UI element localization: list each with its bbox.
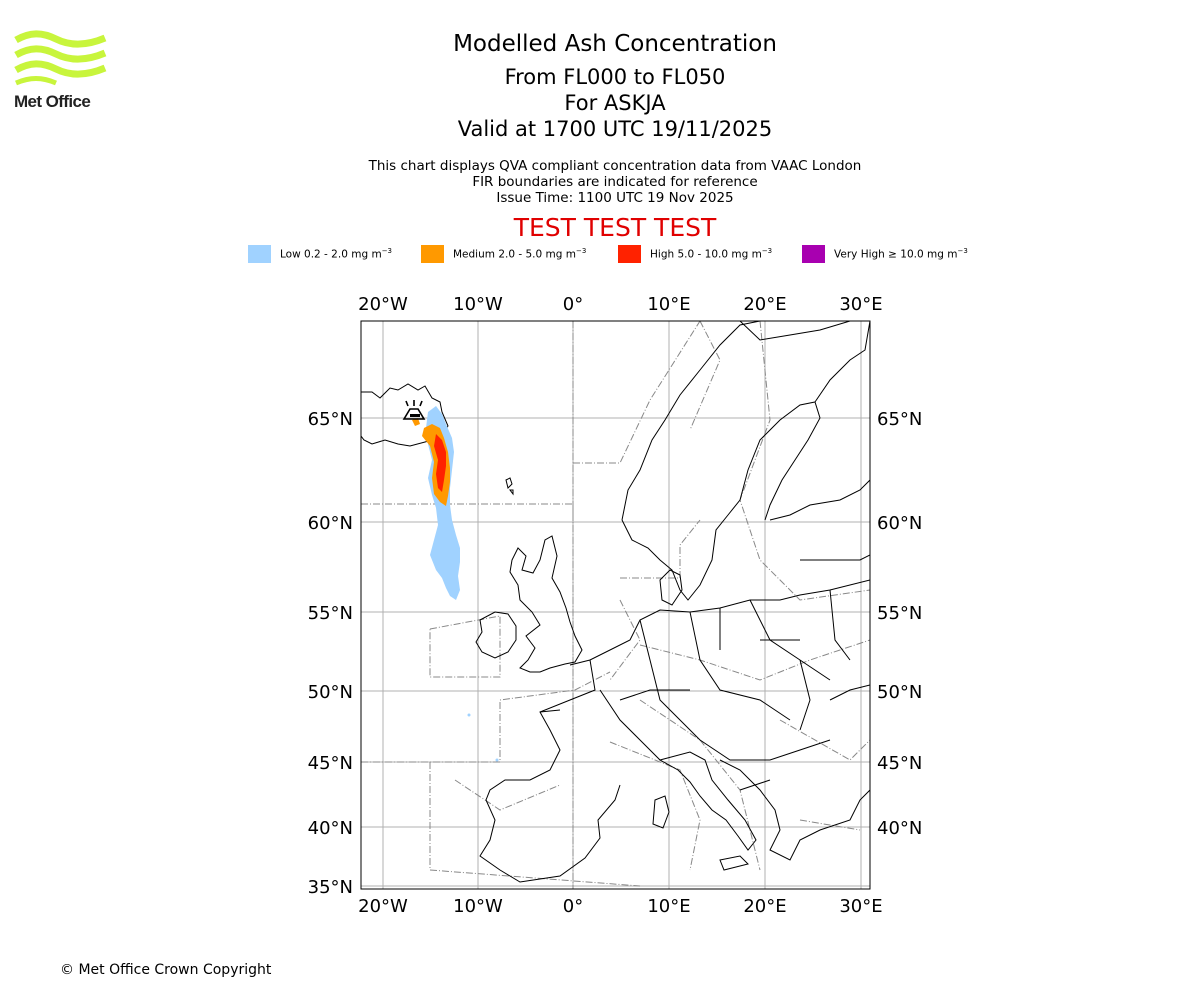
lat-labels-right: 65°N 60°N 55°N 50°N 45°N 40°N [877,409,922,839]
lon-label: 20°E [743,896,786,917]
lat-label: 65°N [877,409,922,430]
lon-label: 0° [563,896,583,917]
lat-label: 40°N [308,818,353,839]
lon-labels-top: 20°W 10°W 0° 10°E 20°E 30°E [358,294,882,315]
lon-label: 20°W [358,294,408,315]
lon-label: 20°E [743,294,786,315]
lat-label: 50°N [308,682,353,703]
legend-unit-exponent: −3 [761,247,773,255]
lon-label: 10°W [453,294,503,315]
legend-swatch-very-high [802,245,825,263]
lon-label: 10°W [453,896,503,917]
lat-label: 35°N [308,877,353,898]
flight-level-range: From FL000 to FL050 [504,65,726,89]
ash-speck [495,758,499,762]
subtitle-qva: This chart displays QVA compliant concen… [368,158,862,174]
legend-label-medium: Medium 2.0 - 5.0 mg m [453,248,576,261]
lat-label: 45°N [308,753,353,774]
legend-swatch-medium [421,245,444,263]
legend-label-low: Low 0.2 - 2.0 mg m [280,248,382,261]
chart-subtitle: This chart displays QVA compliant concen… [0,158,1200,206]
copyright: © Met Office Crown Copyright [60,962,272,978]
lat-label: 55°N [877,603,922,624]
lon-label: 30°E [839,294,882,315]
legend-swatch-high [618,245,641,263]
legend-unit-exponent: −3 [381,247,393,255]
volcano-icon [402,400,426,420]
lon-labels-bottom: 20°W 10°W 0° 10°E 20°E 30°E [358,896,882,917]
lat-label: 65°N [308,409,353,430]
legend-unit-exponent: −3 [575,247,587,255]
fir-boundaries [361,321,870,889]
ash-area-high [434,434,446,492]
chart-title: Modelled Ash Concentration [453,31,777,57]
lat-labels-left: 65°N 60°N 55°N 50°N 45°N 40°N 35°N [308,409,353,898]
issue-time: Issue Time: 1100 UTC 19 Nov 2025 [496,190,734,206]
valid-time: Valid at 1700 UTC 19/11/2025 [457,117,773,141]
legend-label-very-high: Very High ≥ 10.0 mg m [834,248,958,261]
lon-label: 0° [563,294,583,315]
lon-label: 20°W [358,896,408,917]
met-office-logo: Met Office [14,30,108,112]
legend-label-high: High 5.0 - 10.0 mg m [650,248,762,261]
lat-label: 40°N [877,818,922,839]
coastlines [361,321,870,883]
lon-label: 10°E [647,896,690,917]
lat-label: 55°N [308,603,353,624]
ash-area-medium-small [412,418,420,426]
test-banner: TEST TEST TEST [513,213,717,242]
lat-label: 60°N [308,513,353,534]
met-office-logo-text: Met Office [14,92,91,111]
subtitle-fir: FIR boundaries are indicated for referen… [472,174,758,190]
chart-title-details: From FL000 to FL050 For ASKJA Valid at 1… [0,64,1200,142]
gridlines [361,321,870,889]
lat-label: 50°N [877,682,922,703]
volcano-name: For ASKJA [564,91,666,115]
met-office-wave-icon [14,30,107,86]
lat-label: 45°N [877,753,922,774]
map-frame [360,320,871,890]
legend-unit-exponent: −3 [957,247,968,255]
lon-label: 30°E [839,896,882,917]
lat-label: 60°N [877,513,922,534]
ash-speck [467,713,471,717]
volcano-icon-fill [410,414,420,417]
legend-swatch-low [248,245,271,263]
lon-label: 10°E [647,294,690,315]
